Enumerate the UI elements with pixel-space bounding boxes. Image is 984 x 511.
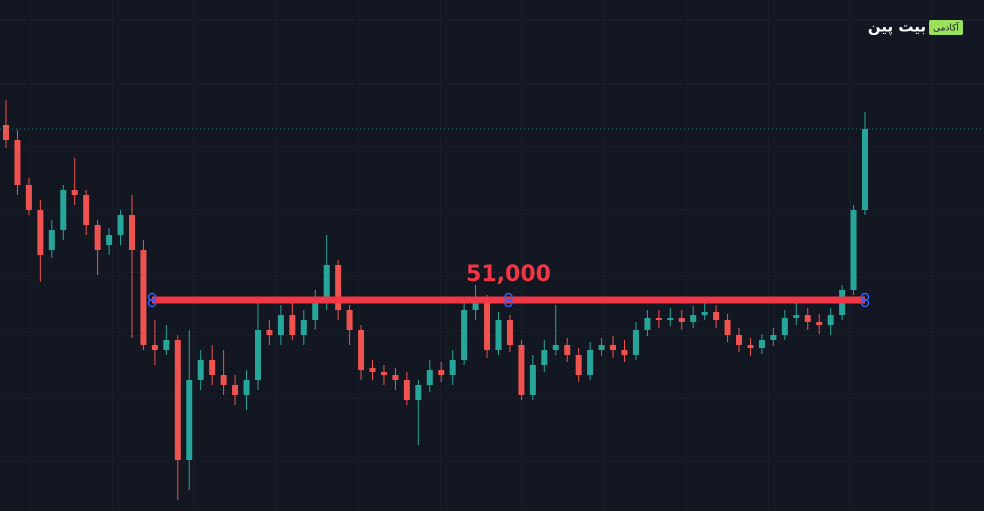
candle-body <box>106 235 113 245</box>
candle-body <box>701 312 708 315</box>
candle-body <box>71 190 78 195</box>
candle-body <box>495 320 502 350</box>
candle-body <box>128 215 135 250</box>
candle-body <box>220 375 227 385</box>
candle-body <box>266 330 273 335</box>
candle-body <box>461 310 468 360</box>
candle-body <box>197 360 204 380</box>
candle-body <box>598 345 605 350</box>
candle-body <box>403 380 410 400</box>
candle-body <box>862 129 868 210</box>
line-handle <box>147 292 157 302</box>
candle-body <box>770 335 777 340</box>
candle-body <box>392 375 399 380</box>
candle-body <box>804 315 811 322</box>
candle-body <box>25 185 32 210</box>
candle-body <box>48 230 55 250</box>
candle-body <box>174 340 181 460</box>
line-handle <box>147 298 157 308</box>
candle-body <box>3 125 9 140</box>
candle-body <box>186 380 193 460</box>
candle-body <box>587 350 594 375</box>
candle-body <box>277 315 284 335</box>
candle-body <box>426 370 433 385</box>
candle-body <box>678 318 685 322</box>
candle-body <box>232 385 239 395</box>
candle-body <box>506 320 513 345</box>
candle-body <box>151 345 158 350</box>
line-handle <box>504 298 513 308</box>
candle-body <box>472 300 479 310</box>
candle-body <box>655 318 662 320</box>
badge-box <box>929 20 963 35</box>
candle-body <box>335 265 342 310</box>
candle-body <box>575 355 582 375</box>
candle-body <box>369 368 376 372</box>
candle-body <box>552 345 559 350</box>
candle-body <box>850 210 857 290</box>
line-handle <box>860 292 870 302</box>
candle-body <box>724 320 731 335</box>
level-label: 51,000 <box>466 262 551 287</box>
candle-body <box>323 265 330 300</box>
candle-body <box>518 345 525 395</box>
candle-body <box>312 300 319 320</box>
candle-body <box>690 315 697 322</box>
candle-body <box>644 318 651 330</box>
watermark-text: بیت پین <box>868 18 926 37</box>
candle-body <box>564 345 571 355</box>
candle-body <box>163 340 170 350</box>
candle-body <box>346 310 353 330</box>
candle-body <box>358 330 365 370</box>
candle-body <box>610 345 617 350</box>
candle-body <box>243 380 250 395</box>
line-handle <box>860 298 870 308</box>
candle-body <box>14 140 21 185</box>
candle-body <box>117 215 124 235</box>
candle-body <box>484 300 491 350</box>
candle-body <box>541 350 548 365</box>
candle-body <box>736 335 743 345</box>
line-handle <box>504 292 513 302</box>
candle-body <box>380 372 387 375</box>
candle-body <box>449 360 456 375</box>
candle-body <box>254 330 261 380</box>
candle-body <box>781 318 788 335</box>
candle-body <box>793 315 800 318</box>
candle-body <box>621 350 628 355</box>
candle-body <box>289 315 296 335</box>
candle-body <box>529 365 536 395</box>
candle-body <box>747 345 754 348</box>
candle-body <box>667 318 674 320</box>
candle-body <box>713 312 720 320</box>
candle-body <box>37 210 44 255</box>
badge-text: آکادمی <box>933 22 959 34</box>
candle-body <box>83 195 90 225</box>
watermark: آکادمی بیت پین <box>868 18 963 37</box>
candle-body <box>758 340 765 348</box>
candle-body <box>415 385 422 400</box>
candle-body <box>140 250 147 345</box>
candle-body <box>60 190 67 230</box>
candle-body <box>827 315 834 325</box>
candle-body <box>209 360 216 375</box>
candle-body <box>632 330 639 355</box>
candle-body <box>94 225 101 250</box>
candle-body <box>438 370 445 375</box>
candle-body <box>300 320 307 335</box>
candle-body <box>816 322 823 325</box>
